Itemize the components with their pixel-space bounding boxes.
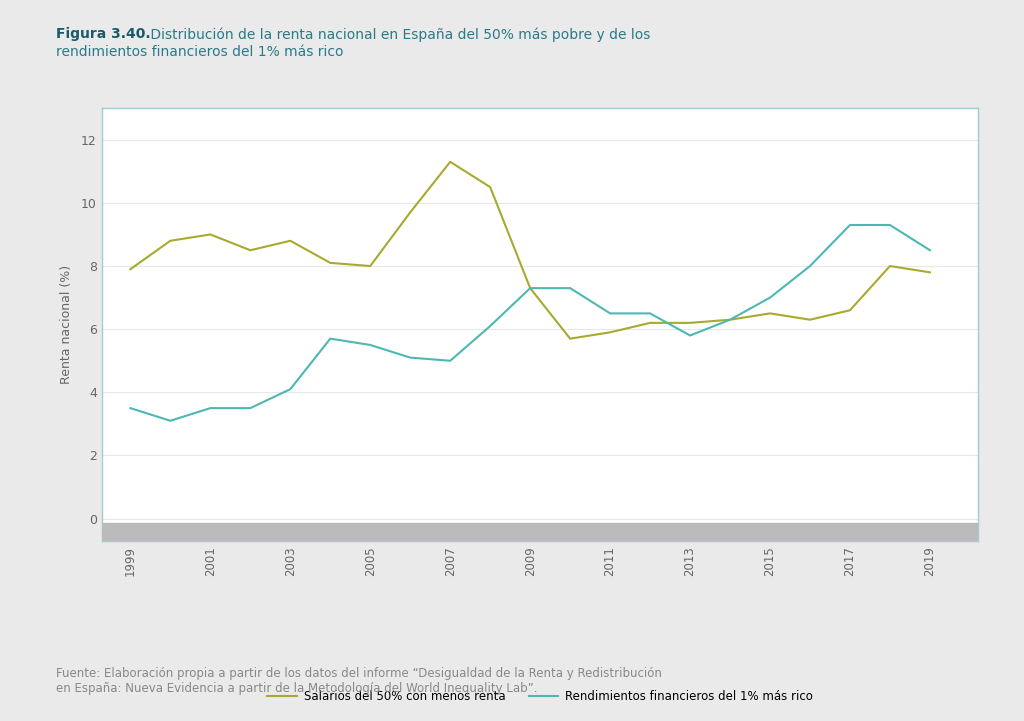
Bar <box>102 523 978 541</box>
Text: Fuente: Elaboración propia a partir de los datos del informe “Desigualdad de la : Fuente: Elaboración propia a partir de l… <box>56 667 663 680</box>
Text: rendimientos financieros del 1% más rico: rendimientos financieros del 1% más rico <box>56 45 344 58</box>
Text: Figura 3.40.: Figura 3.40. <box>56 27 151 41</box>
Text: Distribución de la renta nacional en España del 50% más pobre y de los: Distribución de la renta nacional en Esp… <box>146 27 651 42</box>
Legend: Salarios del 50% con menos renta, Rendimientos financieros del 1% más rico: Salarios del 50% con menos renta, Rendim… <box>262 686 818 708</box>
Text: en España: Nueva Evidencia a partir de la Metodología del World Inequality Lab”.: en España: Nueva Evidencia a partir de l… <box>56 682 538 695</box>
Y-axis label: Renta nacional (%): Renta nacional (%) <box>59 265 73 384</box>
